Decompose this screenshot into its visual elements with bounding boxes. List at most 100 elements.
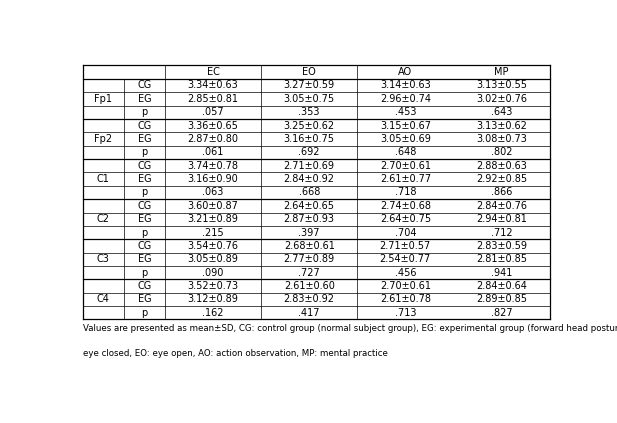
- Text: 2.74±0.68: 2.74±0.68: [380, 201, 431, 211]
- Text: .061: .061: [202, 147, 224, 157]
- Text: 2.77±0.89: 2.77±0.89: [284, 254, 335, 264]
- Text: .648: .648: [395, 147, 416, 157]
- Text: 2.83±0.59: 2.83±0.59: [476, 241, 527, 251]
- Text: .692: .692: [299, 147, 320, 157]
- Text: 3.05±0.75: 3.05±0.75: [284, 94, 335, 104]
- Text: EG: EG: [138, 94, 151, 104]
- Text: MP: MP: [494, 67, 509, 77]
- Text: 2.84±0.64: 2.84±0.64: [476, 281, 527, 291]
- Text: .941: .941: [491, 268, 512, 277]
- Text: 3.05±0.69: 3.05±0.69: [380, 134, 431, 144]
- Text: 3.02±0.76: 3.02±0.76: [476, 94, 527, 104]
- Text: 3.14±0.63: 3.14±0.63: [380, 80, 431, 91]
- Text: .668: .668: [299, 187, 320, 198]
- Text: 3.12±0.89: 3.12±0.89: [188, 294, 239, 305]
- Text: 2.61±0.78: 2.61±0.78: [380, 294, 431, 305]
- Text: 2.89±0.85: 2.89±0.85: [476, 294, 527, 305]
- Text: 2.85±0.81: 2.85±0.81: [188, 94, 239, 104]
- Text: C1: C1: [97, 174, 110, 184]
- Text: 2.84±0.76: 2.84±0.76: [476, 201, 527, 211]
- Text: C4: C4: [97, 294, 110, 305]
- Text: .063: .063: [202, 187, 224, 198]
- Text: CG: CG: [138, 281, 152, 291]
- Text: CG: CG: [138, 121, 152, 131]
- Text: 3.13±0.62: 3.13±0.62: [476, 121, 527, 131]
- Text: 3.74±0.78: 3.74±0.78: [188, 161, 239, 171]
- Text: EG: EG: [138, 294, 151, 305]
- Text: .090: .090: [202, 268, 224, 277]
- Text: 2.84±0.92: 2.84±0.92: [284, 174, 334, 184]
- Text: .057: .057: [202, 107, 224, 117]
- Text: EG: EG: [138, 254, 151, 264]
- Text: 3.54±0.76: 3.54±0.76: [188, 241, 239, 251]
- Text: 3.34±0.63: 3.34±0.63: [188, 80, 238, 91]
- Text: 3.60±0.87: 3.60±0.87: [188, 201, 239, 211]
- Text: 2.96±0.74: 2.96±0.74: [380, 94, 431, 104]
- Text: 3.16±0.75: 3.16±0.75: [284, 134, 334, 144]
- Text: EG: EG: [138, 174, 151, 184]
- Text: 2.83±0.92: 2.83±0.92: [284, 294, 334, 305]
- Text: C2: C2: [97, 214, 110, 224]
- Text: 3.25±0.62: 3.25±0.62: [284, 121, 335, 131]
- Text: .712: .712: [491, 228, 512, 238]
- Text: .215: .215: [202, 228, 224, 238]
- Text: .802: .802: [491, 147, 512, 157]
- Text: 3.36±0.65: 3.36±0.65: [188, 121, 239, 131]
- Text: .353: .353: [299, 107, 320, 117]
- Text: p: p: [141, 268, 147, 277]
- Text: .453: .453: [395, 107, 416, 117]
- Text: .397: .397: [299, 228, 320, 238]
- Text: Fp2: Fp2: [94, 134, 112, 144]
- Text: Values are presented as mean±SD, CG: control group (normal subject group), EG: e: Values are presented as mean±SD, CG: con…: [83, 324, 617, 333]
- Text: 2.54±0.77: 2.54±0.77: [379, 254, 431, 264]
- Text: .162: .162: [202, 308, 224, 318]
- Text: 3.27±0.59: 3.27±0.59: [284, 80, 335, 91]
- Text: 2.70±0.61: 2.70±0.61: [380, 281, 431, 291]
- Text: 3.16±0.90: 3.16±0.90: [188, 174, 238, 184]
- Text: p: p: [141, 187, 147, 198]
- Text: 2.87±0.93: 2.87±0.93: [284, 214, 334, 224]
- Text: 3.08±0.73: 3.08±0.73: [476, 134, 527, 144]
- Text: 2.70±0.61: 2.70±0.61: [380, 161, 431, 171]
- Text: 3.13±0.55: 3.13±0.55: [476, 80, 527, 91]
- Text: p: p: [141, 107, 147, 117]
- Text: AO: AO: [399, 67, 412, 77]
- Text: 2.68±0.61: 2.68±0.61: [284, 241, 334, 251]
- Text: 2.88±0.63: 2.88±0.63: [476, 161, 527, 171]
- Text: 2.81±0.85: 2.81±0.85: [476, 254, 527, 264]
- Text: .713: .713: [395, 308, 416, 318]
- Text: EG: EG: [138, 214, 151, 224]
- Text: CG: CG: [138, 161, 152, 171]
- Text: 2.94±0.81: 2.94±0.81: [476, 214, 527, 224]
- Text: EG: EG: [138, 134, 151, 144]
- Text: 3.52±0.73: 3.52±0.73: [188, 281, 239, 291]
- Text: .718: .718: [395, 187, 416, 198]
- Text: C3: C3: [97, 254, 110, 264]
- Text: 2.71±0.69: 2.71±0.69: [284, 161, 334, 171]
- Text: CG: CG: [138, 80, 152, 91]
- Text: 2.92±0.85: 2.92±0.85: [476, 174, 527, 184]
- Text: .643: .643: [491, 107, 512, 117]
- Text: EO: EO: [302, 67, 316, 77]
- Text: .827: .827: [491, 308, 512, 318]
- Text: p: p: [141, 308, 147, 318]
- Text: eye closed, EO: eye open, AO: action observation, MP: mental practice: eye closed, EO: eye open, AO: action obs…: [83, 349, 387, 358]
- Text: 2.61±0.60: 2.61±0.60: [284, 281, 334, 291]
- Text: p: p: [141, 228, 147, 238]
- Text: .727: .727: [299, 268, 320, 277]
- Text: 2.64±0.65: 2.64±0.65: [284, 201, 334, 211]
- Text: .866: .866: [491, 187, 512, 198]
- Text: Fp1: Fp1: [94, 94, 112, 104]
- Text: 3.15±0.67: 3.15±0.67: [380, 121, 431, 131]
- Text: p: p: [141, 147, 147, 157]
- Text: CG: CG: [138, 241, 152, 251]
- Text: .417: .417: [299, 308, 320, 318]
- Text: CG: CG: [138, 201, 152, 211]
- Text: 2.61±0.77: 2.61±0.77: [380, 174, 431, 184]
- Text: EC: EC: [207, 67, 220, 77]
- Text: 3.05±0.89: 3.05±0.89: [188, 254, 239, 264]
- Text: 2.64±0.75: 2.64±0.75: [380, 214, 431, 224]
- Text: 2.87±0.80: 2.87±0.80: [188, 134, 239, 144]
- Text: .456: .456: [395, 268, 416, 277]
- Text: 2.71±0.57: 2.71±0.57: [379, 241, 431, 251]
